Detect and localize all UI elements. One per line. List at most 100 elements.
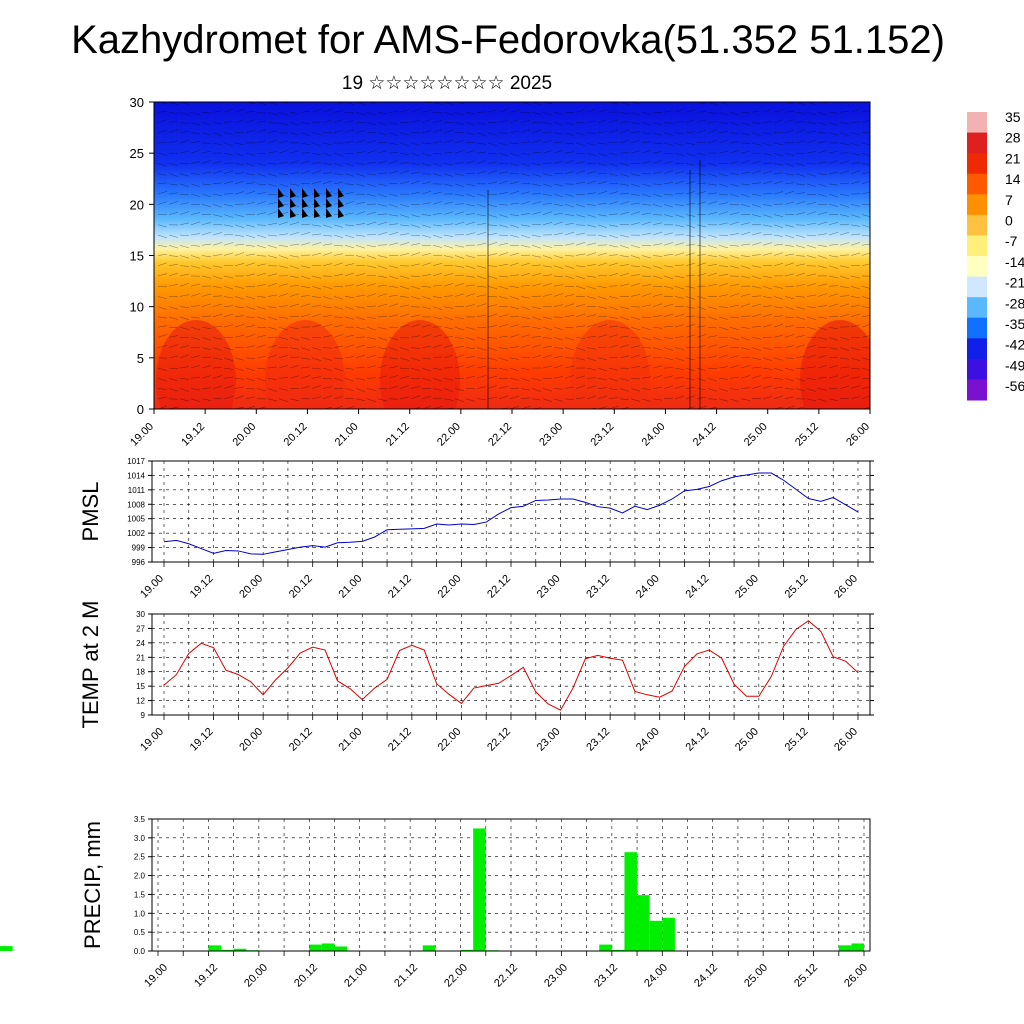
wind-barb	[234, 367, 245, 372]
wind-barb	[531, 173, 542, 177]
wind-barb	[190, 316, 201, 319]
wind-barb	[575, 253, 586, 256]
wind-barb	[762, 170, 773, 174]
wind-barb	[487, 152, 498, 155]
wind-barb	[509, 142, 520, 145]
wind-barb	[333, 163, 344, 167]
wind-barb	[421, 152, 432, 157]
wind-barb	[443, 336, 454, 338]
wind-barb	[817, 398, 828, 402]
wind-barb	[223, 357, 234, 361]
y-tick-label: 1011	[128, 486, 146, 495]
wind-barb	[454, 388, 465, 392]
wind-barb	[168, 326, 179, 329]
x-tick-label: 22.12	[485, 726, 513, 754]
wind-barb	[674, 204, 685, 207]
wind-barb	[245, 296, 256, 300]
wind-barb	[245, 334, 256, 338]
wind-barb	[267, 306, 278, 309]
wind-barb	[201, 222, 212, 226]
wind-barb	[476, 193, 487, 197]
wind-barb	[806, 294, 817, 297]
wind-barb	[344, 388, 355, 391]
wind-barb	[729, 161, 740, 164]
wind-barb	[817, 255, 828, 259]
wind-barb	[476, 142, 487, 145]
wind-barb	[179, 316, 190, 320]
wind-barb	[652, 365, 663, 369]
wind-barb	[234, 263, 245, 266]
x-tick-label: 20.00	[242, 962, 270, 990]
wind-barb	[212, 142, 223, 146]
wind-barb	[509, 119, 520, 123]
wind-barb	[377, 347, 388, 350]
wind-barb	[773, 296, 784, 300]
wind-barb	[608, 296, 619, 299]
wind-barb	[256, 173, 267, 177]
wind-barb	[289, 244, 300, 246]
y-tick-label: 27	[136, 624, 145, 633]
wind-barb	[531, 245, 542, 249]
wind-barb	[839, 347, 850, 351]
wind-barb	[663, 242, 674, 246]
wind-barb	[344, 234, 355, 239]
wind-barb	[729, 132, 740, 134]
wind-barb	[157, 306, 168, 310]
wind-barb	[168, 388, 179, 392]
wind-barb	[839, 275, 850, 280]
wind-barb	[784, 253, 795, 256]
wind-barb	[740, 122, 751, 126]
wind-barb	[443, 139, 454, 144]
colorbar-label: 14	[1005, 171, 1021, 187]
x-tick-label: 19.00	[142, 962, 170, 990]
wind-barb	[399, 304, 410, 307]
wind-barb	[718, 255, 729, 259]
x-tick-label: 23.12	[584, 726, 612, 754]
wind-barb	[850, 385, 861, 389]
wind-barb	[234, 285, 245, 289]
wind-barb	[223, 193, 234, 195]
wind-barb	[542, 365, 553, 369]
wind-barb	[652, 275, 663, 279]
wind-barb	[201, 347, 212, 350]
wind-barb	[542, 345, 553, 348]
wind-barb	[311, 296, 322, 298]
y-tick-label: 15	[130, 249, 144, 264]
wind-barb	[575, 214, 586, 218]
wind-barb	[817, 245, 828, 247]
wind-barb	[421, 285, 432, 288]
wind-barb	[333, 345, 344, 348]
wind-barb	[784, 245, 795, 247]
wind-barb	[586, 285, 597, 290]
wind-barb	[839, 314, 850, 318]
wind-barb	[168, 263, 179, 266]
wind-barb	[608, 316, 619, 319]
wind-barb	[707, 121, 718, 123]
wind-barb	[542, 354, 553, 359]
wind-barb	[443, 201, 454, 205]
wind-barb	[311, 109, 322, 113]
wind-barb	[806, 222, 817, 226]
wind-barb	[377, 160, 388, 164]
wind-barb	[498, 275, 509, 278]
wind-barb	[828, 183, 839, 186]
wind-barb	[300, 132, 311, 136]
wind-barb	[179, 112, 190, 116]
colorbar-swatch	[967, 358, 987, 380]
wind-barb	[762, 296, 773, 299]
wind-barb	[410, 152, 421, 157]
wind-barb	[388, 366, 399, 369]
wind-barb	[465, 112, 476, 115]
wind-barb	[850, 324, 861, 328]
wind-barb	[410, 347, 421, 349]
wind-barb	[333, 334, 344, 338]
wind-barb	[575, 385, 586, 389]
wind-barb	[410, 395, 421, 399]
wind-barb	[553, 183, 564, 187]
wind-barb	[267, 378, 278, 380]
wind-barb	[784, 262, 795, 266]
wind-barb	[641, 132, 652, 135]
wind-barb	[322, 395, 333, 399]
colorbar-swatch	[967, 235, 987, 257]
